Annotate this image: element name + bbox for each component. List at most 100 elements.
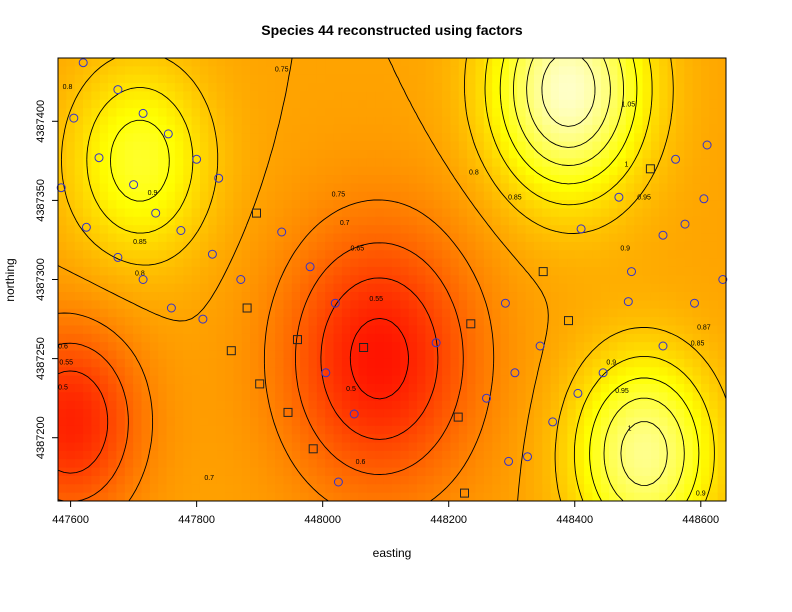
heatmap-cell <box>216 241 226 251</box>
heatmap-cell <box>308 450 318 460</box>
heatmap-cell <box>642 225 652 235</box>
heatmap-cell <box>191 58 201 67</box>
heatmap-cell <box>475 417 485 427</box>
heatmap-cell <box>166 116 176 126</box>
heatmap-cell <box>266 492 276 501</box>
heatmap-cell <box>408 492 418 501</box>
heatmap-cell <box>199 266 209 276</box>
heatmap-cell <box>625 83 635 93</box>
heatmap-cell <box>358 116 368 126</box>
heatmap-cell <box>659 149 669 159</box>
heatmap-cell <box>684 442 694 452</box>
heatmap-cell <box>250 141 259 151</box>
heatmap-cell <box>433 141 443 151</box>
heatmap-cell <box>425 358 435 368</box>
heatmap-cell <box>717 108 726 118</box>
heatmap-cell <box>533 417 543 427</box>
heatmap-cell <box>341 149 351 159</box>
heatmap-cell <box>642 333 652 343</box>
heatmap-cell <box>458 400 468 410</box>
heatmap-cell <box>400 233 410 243</box>
heatmap-cell <box>483 133 493 143</box>
heatmap-cell <box>375 467 385 477</box>
heatmap-cell <box>333 250 343 260</box>
heatmap-cell <box>241 342 251 352</box>
heatmap-cell <box>133 216 143 226</box>
heatmap-cell <box>617 484 627 494</box>
heatmap-cell <box>667 400 677 410</box>
heatmap-cell <box>375 342 385 352</box>
heatmap-cell <box>442 292 452 301</box>
heatmap-cell <box>492 308 502 318</box>
heatmap-cell <box>584 66 593 76</box>
heatmap-cell <box>567 250 577 260</box>
heatmap-cell <box>492 191 502 201</box>
heatmap-cell <box>508 292 518 301</box>
heatmap-cell <box>58 250 67 260</box>
heatmap-cell <box>108 233 118 243</box>
heatmap-cell <box>66 450 76 460</box>
heatmap-cell <box>609 317 619 327</box>
heatmap-cell <box>650 124 660 134</box>
heatmap-cell <box>650 350 660 360</box>
heatmap-cell <box>642 450 652 460</box>
heatmap-cell <box>442 450 452 460</box>
heatmap-cell <box>634 241 644 251</box>
heatmap-cell <box>166 250 176 260</box>
heatmap-cell <box>458 183 468 193</box>
heatmap-cell <box>266 208 276 218</box>
heatmap-cell <box>659 392 669 402</box>
heatmap-cell <box>408 275 418 285</box>
heatmap-cell <box>517 425 527 435</box>
heatmap-cell <box>433 283 443 293</box>
heatmap-cell <box>517 383 527 393</box>
heatmap-cell <box>291 74 301 84</box>
heatmap-cell <box>66 342 76 352</box>
heatmap-cell <box>625 258 635 268</box>
heatmap-cell <box>266 200 276 210</box>
heatmap-cell <box>625 417 635 427</box>
heatmap-cell <box>684 367 694 377</box>
heatmap-cell <box>392 383 401 393</box>
heatmap-cell <box>667 292 677 301</box>
heatmap-cell <box>250 149 259 159</box>
heatmap-cell <box>341 467 351 477</box>
heatmap-cell <box>700 475 710 485</box>
heatmap-cell <box>475 400 485 410</box>
heatmap-cell <box>600 241 610 251</box>
heatmap-cell <box>141 434 151 444</box>
heatmap-cell <box>166 200 176 210</box>
heatmap-cell <box>124 400 134 410</box>
sample-point-circle <box>349 409 359 419</box>
heatmap-cell <box>408 66 418 76</box>
heatmap-cell <box>191 342 201 352</box>
heatmap-cell <box>275 375 285 385</box>
heatmap-cell <box>425 91 435 101</box>
heatmap-cell <box>542 191 552 201</box>
heatmap-cell <box>74 434 84 444</box>
heatmap-cell <box>233 158 243 168</box>
heatmap-cell <box>433 149 443 159</box>
heatmap-cell <box>609 66 619 76</box>
heatmap-cell <box>392 367 401 377</box>
heatmap-cell <box>258 66 268 76</box>
heatmap-cell <box>99 442 109 452</box>
heatmap-cell <box>467 250 477 260</box>
heatmap-cell <box>225 133 234 143</box>
heatmap-cell <box>450 434 460 444</box>
heatmap-cell <box>425 283 435 293</box>
heatmap-cell <box>191 484 201 494</box>
heatmap-cell <box>600 91 610 101</box>
heatmap-cell <box>350 175 360 184</box>
heatmap-cell <box>684 258 694 268</box>
heatmap-cell <box>617 275 627 285</box>
heatmap-cell <box>383 283 393 293</box>
heatmap-cell <box>58 99 67 109</box>
heatmap-cell <box>99 492 109 501</box>
heatmap-cell <box>366 342 376 352</box>
heatmap-cell <box>717 74 726 84</box>
heatmap-cell <box>325 492 335 501</box>
heatmap-cell <box>517 292 527 301</box>
heatmap-cell <box>191 91 201 101</box>
heatmap-cell <box>533 258 543 268</box>
